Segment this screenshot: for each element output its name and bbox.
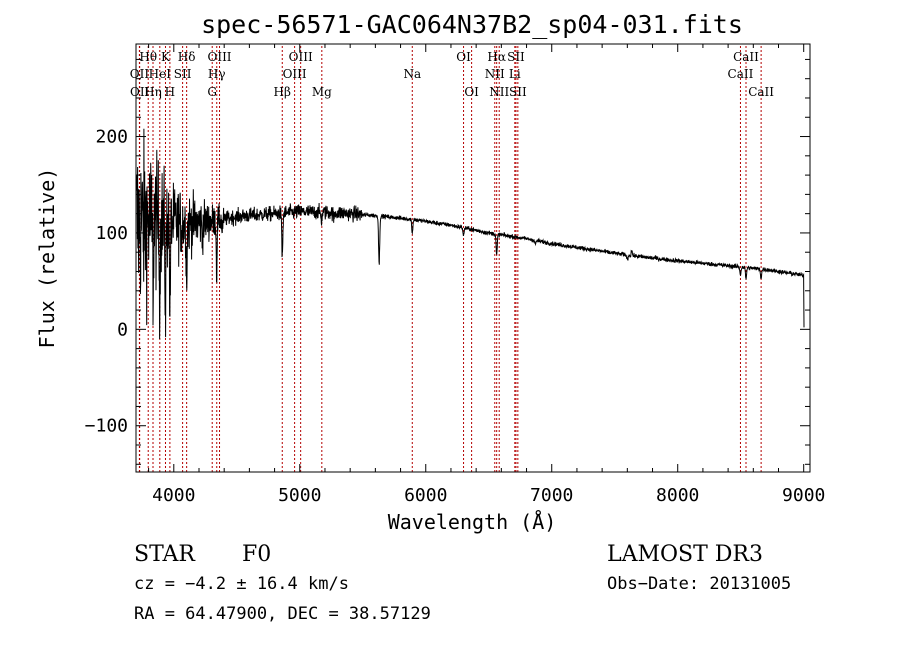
spectral-line-label: OI — [464, 85, 479, 99]
y-tick-label: 0 — [117, 319, 128, 340]
object-class: STAR — [134, 542, 196, 567]
spectral-line-label: OII — [130, 85, 150, 99]
spectral-line-label: OIII — [207, 50, 231, 64]
spectral-line-label: Hβ — [274, 85, 291, 99]
plot-frame — [135, 43, 811, 473]
spectral-line-label: CaII — [728, 67, 754, 81]
x-tick-label: 6000 — [404, 485, 447, 506]
spectral-line-label: OIII — [283, 67, 307, 81]
spectral-line-label: Na — [403, 67, 421, 81]
chart-title: spec-56571-GAC064N37B2_sp04-031.fits — [201, 10, 743, 39]
spectral-line-label: HeI — [149, 67, 172, 81]
spectral-line-label: K — [161, 50, 171, 64]
spectral-line-label: G — [207, 85, 217, 99]
spectral-line-label: Hη — [144, 85, 162, 99]
y-axis-label: Flux (relative) — [35, 168, 59, 349]
spectral-line-label: CaII — [748, 85, 774, 99]
spectral-line-label: Hγ — [208, 67, 226, 81]
x-tick-label: 8000 — [656, 485, 699, 506]
y-tick-label: −100 — [85, 416, 128, 437]
spectrum-trace — [136, 128, 805, 340]
spectral-line-label: OI — [456, 50, 471, 64]
spectral-line-label: SII — [509, 85, 527, 99]
spectral-line-label: OIII — [289, 50, 313, 64]
spectral-line-label: H — [165, 85, 175, 99]
object-subclass: F0 — [242, 542, 271, 567]
y-tick-label: 100 — [95, 223, 128, 244]
spectral-line-label: CaII — [733, 50, 759, 64]
spectral-line-label: Li — [509, 67, 521, 81]
y-tick-label: 200 — [95, 127, 128, 148]
x-tick-label: 9000 — [782, 485, 825, 506]
x-tick-label: 4000 — [152, 485, 195, 506]
coordinates: RA = 64.47900, DEC = 38.57129 — [134, 604, 431, 624]
y-axis-ticks: −100 0 100 200 — [85, 58, 810, 465]
x-tick-label: 7000 — [530, 485, 573, 506]
spectral-line-label: Hδ — [178, 50, 196, 64]
observation-date: Obs−Date: 20131005 — [607, 574, 791, 594]
spectral-line-label: OII — [130, 67, 150, 81]
survey-name: LAMOST DR3 — [607, 542, 763, 567]
spectral-line-labels: Hθ OII OII K HeI Hη Hδ SII H OIII Hγ G OIII OIII Hβ Mg N… — [130, 50, 775, 99]
spectral-line-label: NII — [489, 85, 509, 99]
x-axis-label: Wavelength (Å) — [388, 510, 557, 534]
x-axis-ticks: 4000 5000 6000 7000 8000 9000 — [148, 44, 825, 506]
spectral-line-label: Hα — [487, 50, 506, 64]
redshift-velocity: cz = −4.2 ± 16.4 km/s — [134, 574, 349, 594]
spectral-line-label: NII — [485, 67, 505, 81]
spectral-line-label: Mg — [312, 85, 332, 99]
spectral-line-label: SII — [174, 67, 192, 81]
x-tick-label: 5000 — [278, 485, 321, 506]
spectral-line-label: SII — [507, 50, 525, 64]
spectral-line-label: Hθ — [139, 50, 157, 64]
